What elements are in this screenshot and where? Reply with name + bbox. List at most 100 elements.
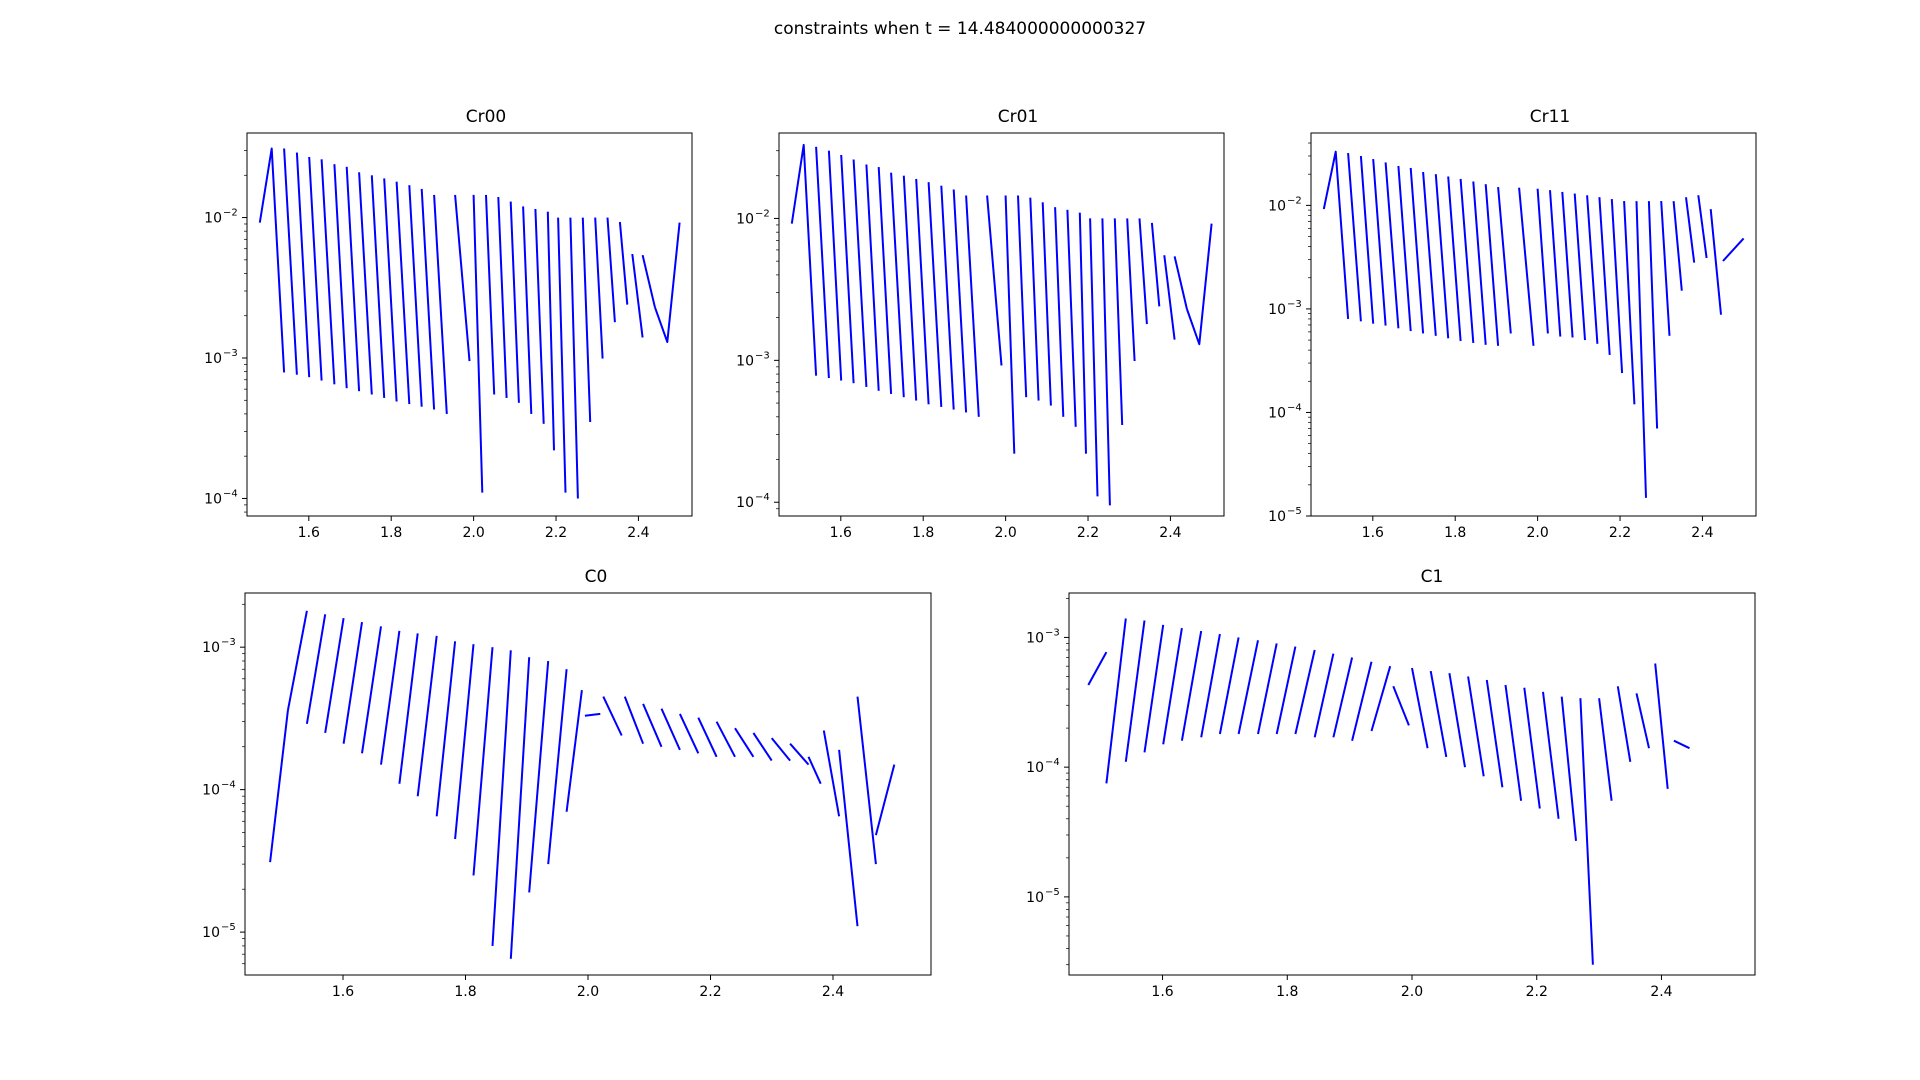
x-tick-label: 2.2 [1609, 525, 1631, 541]
series-line-segment [734, 727, 755, 758]
series-line-segment [305, 614, 327, 724]
series-line-segment [1163, 255, 1176, 340]
y-tick-label-exponent: −4 [221, 780, 236, 791]
y-tick-label-exponent: −3 [755, 350, 770, 361]
y-tick-label-base: 10 [1026, 760, 1044, 776]
x-tick-label: 1.8 [380, 525, 402, 541]
x-tick-label: 2.0 [1401, 984, 1423, 1000]
series-line-segment [320, 159, 336, 385]
series-line-segment [420, 188, 436, 410]
series-line-segment [986, 195, 1003, 366]
y-tick-label-base: 10 [736, 495, 754, 511]
series-line-segment [547, 669, 568, 865]
y-tick-label-exponent: −3 [1045, 627, 1060, 638]
series-line-segment [965, 195, 980, 417]
series-line-segment [1579, 698, 1594, 965]
y-tick-label-base: 10 [202, 783, 220, 799]
series-line-segment [827, 150, 843, 381]
series-line-segment [653, 222, 681, 343]
series-line-segment [485, 194, 496, 395]
series-line-segment [927, 182, 943, 407]
y-tick-label-base: 10 [1026, 630, 1044, 646]
series-line-segment [361, 626, 382, 754]
series-line-segment [557, 217, 567, 493]
series-line-segment [852, 159, 868, 387]
figure-suptitle: constraints when t = 14.484000000000327 [774, 19, 1146, 39]
series-line-segment [1143, 624, 1165, 753]
series-line-segment [1523, 687, 1541, 809]
series-line-segment [584, 712, 601, 717]
series-line-segment [1275, 646, 1297, 735]
series-line-segment [472, 194, 484, 493]
y-tick-label-base: 10 [204, 211, 222, 227]
series-line-segment [1322, 150, 1350, 319]
series-line-segment [1484, 184, 1500, 346]
y-tick-label-exponent: −5 [221, 922, 236, 933]
series-line-segment [641, 254, 656, 308]
series-line-segment [602, 696, 623, 736]
series-line-segment [822, 730, 841, 817]
y-tick-label-base: 10 [204, 351, 222, 367]
series-line-segment [877, 167, 893, 394]
series-line-segment [1536, 188, 1549, 334]
axes-frame [246, 132, 693, 517]
series-line-segment [1332, 657, 1354, 738]
series-line-segment [308, 156, 323, 381]
subplot-title-c1: C1 [1421, 567, 1444, 587]
y-tick-label-exponent: −4 [1287, 402, 1302, 413]
series-line-segment [1485, 679, 1504, 788]
series-line-segment [581, 217, 592, 423]
series-line-segment [1173, 256, 1188, 310]
subplot-c1: C1 1.6 1.8 2.0 2.2 2.410−510−410−3 [1026, 567, 1756, 1000]
x-tick-label: 2.2 [1077, 525, 1099, 541]
series-line-segment [295, 152, 311, 378]
series-line-segment [807, 756, 822, 785]
series-line-segment [1561, 191, 1574, 338]
x-tick-label: 1.6 [332, 984, 354, 1000]
series-line-segment [1124, 620, 1146, 762]
series-line-segment [1087, 651, 1108, 686]
series-line-segment [1434, 174, 1450, 339]
series-line-segment [324, 617, 345, 734]
series-line-segment [1218, 637, 1240, 735]
series-group [1087, 618, 1690, 965]
series-line-segment [1610, 199, 1624, 374]
series-line-segment [838, 749, 859, 927]
subplot-title-cr11: Cr11 [1530, 107, 1571, 127]
series-line-segment [1472, 181, 1487, 345]
series-line-segment [790, 143, 818, 376]
y-tick-label-exponent: −2 [755, 208, 770, 219]
x-tick-label: 2.0 [577, 984, 599, 1000]
series-line-segment [395, 181, 411, 405]
y-tick-label-exponent: −4 [223, 488, 238, 499]
series-line-segment [1113, 218, 1124, 426]
series-line-segment [952, 189, 968, 413]
series-line-segment [1200, 633, 1221, 738]
x-tick-label: 2.0 [462, 525, 484, 541]
x-tick-label: 2.4 [1691, 525, 1713, 541]
x-tick-label: 2.4 [1650, 984, 1672, 1000]
series-group [1322, 150, 1745, 498]
y-tick-label-base: 10 [1268, 198, 1286, 214]
series-line-segment [1370, 665, 1392, 732]
series-line-segment [1257, 643, 1278, 735]
series-line-segment [1429, 670, 1448, 758]
series-line-segment [1518, 187, 1535, 346]
series-line-segment [546, 211, 555, 451]
series-line-segment [1504, 684, 1523, 801]
series-line-segment [1647, 201, 1659, 429]
series-line-segment [1467, 676, 1485, 777]
series-line-segment [416, 635, 438, 797]
x-tick-label: 1.6 [830, 525, 852, 541]
y-tick-label-base: 10 [1268, 405, 1286, 421]
series-line-segment [472, 647, 494, 876]
series-line-segment [380, 630, 401, 765]
series-line-segment [1586, 195, 1599, 344]
series-line-segment [509, 657, 531, 959]
y-tick-label-base: 10 [204, 491, 222, 507]
series-line-segment [840, 154, 855, 384]
series-line-segment [358, 172, 373, 395]
y-tick-label-exponent: −2 [223, 208, 238, 219]
series-line-segment [1722, 237, 1745, 262]
series-line-segment [642, 703, 663, 748]
